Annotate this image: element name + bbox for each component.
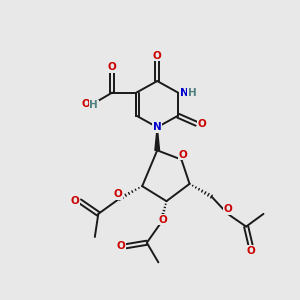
Text: O: O [108,62,116,72]
Text: O: O [159,214,167,225]
Text: H: H [89,100,98,110]
Text: O: O [117,241,125,251]
Text: O: O [153,51,162,61]
Text: O: O [223,204,232,214]
Text: O: O [246,246,255,256]
Text: N: N [153,122,162,132]
Text: O: O [178,150,187,160]
Text: O: O [197,119,206,129]
Polygon shape [155,127,160,150]
Text: H: H [188,88,197,98]
Text: O: O [70,196,79,206]
Text: O: O [81,99,90,109]
Text: N: N [180,88,189,98]
Text: O: O [114,189,122,199]
